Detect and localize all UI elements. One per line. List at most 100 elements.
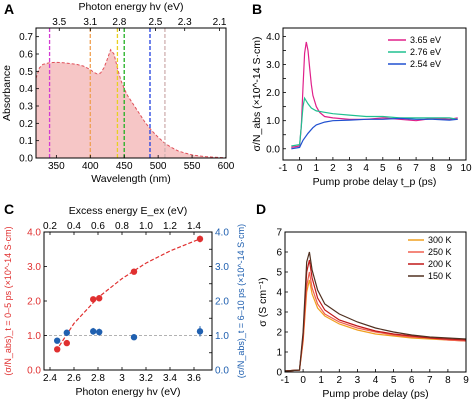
x-tick-label: 2 [337, 375, 343, 386]
y-tick-label: 3.0 [266, 60, 280, 71]
x-tick-label: 5 [391, 375, 397, 386]
x-tick-label: 2.8 [91, 373, 105, 384]
top-tick-label: 0.2 [43, 221, 57, 232]
x-tick-label: 2.6 [67, 373, 81, 384]
top-tick-label: 3.1 [83, 17, 97, 28]
x-tick-label: 4 [373, 375, 379, 386]
y-tick-label: 0.1 [19, 136, 33, 147]
y-tick-label: 2 [276, 328, 282, 339]
plot-frame [43, 231, 213, 371]
x-axis-label: Pump probe delay t_p (ps) [313, 176, 437, 188]
plot-frame [282, 27, 467, 161]
legend-label: 200 K [428, 259, 452, 269]
plot-frame [35, 27, 227, 159]
top-tick-label: 1.0 [139, 221, 153, 232]
legend-label: 2.54 eV [410, 59, 441, 69]
panel-c: C 2.4 2.6 2.8 3 3.2 3.4 3.6 0.0 1.0 2.0 3.0 4.0 0.0 1.… [3, 201, 246, 398]
data-point [196, 235, 204, 243]
y-tick-label: 2.0 [27, 297, 41, 308]
top-tick-label: 1.4 [187, 221, 201, 232]
top-axis-label: Photon energy hv (eV) [78, 1, 183, 13]
x-tick-label: 1 [313, 163, 319, 174]
data-point [63, 329, 70, 336]
panel-a: A 350 400 450 500 550 600 0.0 0.1 0.2 0.3 0.4 0.5 0.6… [1, 1, 235, 185]
x-tick-label: 7 [413, 163, 419, 174]
right-tick-label: 1.0 [215, 331, 229, 342]
top-tick-label: 2.8 [112, 17, 126, 28]
x-tick-label: 350 [48, 161, 65, 172]
y-tick-label: 4 [276, 288, 282, 299]
panel-b: B -1 0 1 2 3 4 5 6 7 8 9 10 0.0 1.0 2.0 3.0 4.0 3.65 eV 2.7… [251, 1, 472, 188]
x-tick-label: 3 [347, 163, 353, 174]
x-tick-label: 0 [300, 375, 306, 386]
y-tick-label: 2.0 [266, 88, 280, 99]
x-tick-label: 2.4 [43, 373, 57, 384]
panel-c-letter: C [4, 201, 14, 217]
data-point [54, 337, 61, 344]
y-tick-label: 0.6 [19, 50, 33, 61]
y-tick-label: 0.3 [19, 102, 33, 113]
data-point [90, 328, 97, 335]
x-tick-label: 9 [463, 375, 469, 386]
fit-curve [55, 238, 201, 352]
x-tick-label: 600 [218, 161, 235, 172]
y-tick-label: 1.0 [266, 116, 280, 127]
y-tick-label: 5 [276, 268, 282, 279]
y-tick-label: 0.0 [266, 144, 280, 155]
y-tick-label: 6 [276, 248, 282, 259]
absorbance-area [36, 49, 226, 159]
x-tick-label: 3.6 [187, 373, 201, 384]
x-tick-label: 400 [82, 161, 99, 172]
x-tick-label: 3 [355, 375, 361, 386]
series-line [291, 96, 458, 147]
x-tick-label: -1 [279, 163, 288, 174]
y-tick-label: 3 [276, 308, 282, 319]
data-point [54, 346, 61, 353]
y-tick-label: 0 [276, 368, 282, 379]
y-tick-label: 1 [276, 348, 282, 359]
y-axis-label: Absorbance [1, 65, 13, 121]
x-tick-label: 450 [116, 161, 133, 172]
y-tick-label: 0.2 [19, 119, 33, 130]
top-tick-label: 0.8 [115, 221, 129, 232]
top-axis-label: Excess energy E_ex (eV) [69, 205, 187, 217]
panel-a-letter: A [4, 1, 14, 17]
y-axis-label: σ/N_abs (×10^-14 S·cm) [251, 37, 263, 152]
legend-label: 3.65 eV [410, 35, 441, 45]
panel-b-letter: B [252, 1, 262, 17]
legend-label: 2.76 eV [410, 47, 441, 57]
y-axis-label: σ (S cm⁻¹) [257, 277, 269, 326]
top-tick-label: 2.1 [213, 17, 227, 28]
right-axis-label: (σ/N_abs)_t = 6–10 ps (×10^-14 S·cm) [236, 224, 246, 378]
y-tick-label: 0.7 [19, 32, 33, 43]
top-tick-label: 0.6 [91, 221, 105, 232]
y-tick-label: 0.0 [27, 366, 41, 377]
data-point [196, 328, 204, 335]
top-tick-label: 2.3 [178, 17, 192, 28]
legend-label: 250 K [428, 247, 452, 257]
y-tick-label: 1.0 [27, 331, 41, 342]
y-tick-label: 0.5 [19, 67, 33, 78]
top-tick-label: 0.4 [67, 221, 81, 232]
right-tick-label: 3.0 [215, 262, 229, 273]
top-tick-label: 1.2 [163, 221, 177, 232]
x-tick-label: 0 [297, 163, 303, 174]
legend-label: 300 K [428, 235, 452, 245]
x-tick-label: 5 [380, 163, 386, 174]
x-tick-label: -1 [281, 375, 290, 386]
x-tick-label: 3.2 [139, 373, 153, 384]
x-tick-label: 8 [445, 375, 451, 386]
right-tick-label: 2.0 [215, 297, 229, 308]
x-tick-label: 4 [363, 163, 369, 174]
x-tick-label: 7 [427, 375, 433, 386]
y-tick-label: 7 [276, 228, 282, 239]
data-point [96, 295, 103, 302]
x-tick-label: 8 [430, 163, 436, 174]
series-line [291, 41, 458, 148]
right-tick-label: 4.0 [215, 228, 229, 239]
right-tick-label: 0.0 [215, 366, 229, 377]
top-tick-label: 3.5 [52, 17, 66, 28]
y-tick-label: 0.0 [19, 154, 33, 165]
absorbance-line [35, 48, 227, 159]
